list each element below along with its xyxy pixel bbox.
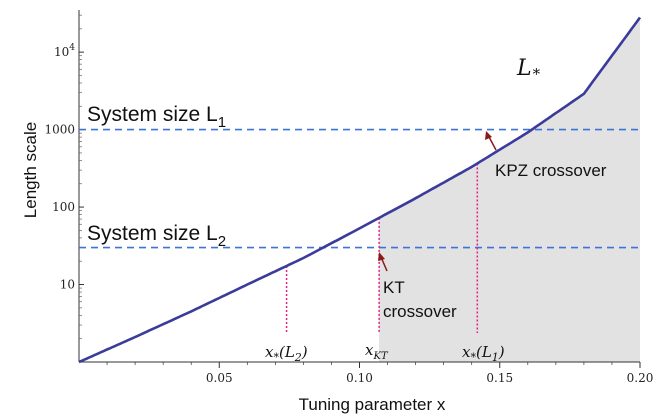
system-size-L2-label: System size L2 bbox=[87, 222, 226, 250]
x-tick-label: 0.15 bbox=[486, 371, 513, 385]
x-kt-label: xKT bbox=[365, 341, 389, 362]
shaded-region bbox=[379, 17, 640, 362]
x-tick-label: 0.20 bbox=[627, 371, 654, 385]
x-tick-label: 0.05 bbox=[206, 371, 233, 385]
y-axis-title: Length scale bbox=[21, 122, 40, 218]
kt-annotation: KT crossover bbox=[378, 252, 457, 321]
x-ticks: 0.05 0.10 0.15 0.20 bbox=[106, 362, 654, 385]
x-axis-title: Tuning parameter x bbox=[299, 395, 446, 414]
y-tick-label: 104 bbox=[54, 43, 75, 59]
y-ticks: 10 100 1000 104 bbox=[44, 14, 84, 340]
y-tick-label: 1000 bbox=[44, 123, 75, 137]
kt-crossover-label-2: crossover bbox=[383, 302, 457, 321]
kpz-arrowhead bbox=[485, 131, 492, 140]
kpz-crossover-label: KPZ crossover bbox=[495, 161, 607, 180]
x-star-L2-label: x*(L2) bbox=[265, 343, 308, 364]
crossover-lines bbox=[285, 163, 479, 333]
kt-arrowhead bbox=[378, 252, 385, 261]
curve-L-star bbox=[78, 16, 642, 364]
system-size-L1-label: System size L1 bbox=[87, 103, 226, 131]
y-tick-label: 100 bbox=[52, 200, 75, 214]
system-size-lines bbox=[79, 128, 640, 249]
x-star-L1-label: x*(L1) bbox=[462, 343, 505, 364]
x-tick-label: 0.10 bbox=[346, 371, 373, 385]
curve-label: L* bbox=[516, 56, 541, 83]
kt-crossover-label-1: KT bbox=[383, 278, 405, 297]
y-tick-label: 10 bbox=[60, 278, 75, 292]
kpz-annotation: KPZ crossover bbox=[485, 131, 607, 180]
